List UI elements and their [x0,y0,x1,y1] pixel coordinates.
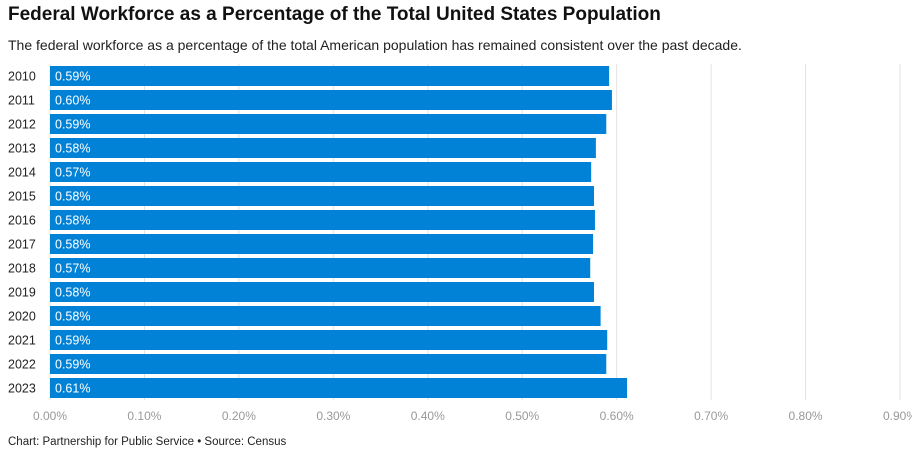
bar-2022 [50,354,607,374]
data-label: 0.59% [55,70,90,84]
data-label: 0.57% [55,262,90,276]
category-label: 2016 [8,214,36,228]
bar-2014 [50,162,592,182]
x-tick-labels: 0.00% 0.10% 0.20% 0.30% 0.40% 0.50% 0.60% 0.70%… [33,409,912,423]
data-label: 0.61% [55,382,90,396]
bar-2020 [50,306,601,326]
data-label: 0.57% [55,166,90,180]
x-tick-label: 0.40% [411,409,445,423]
category-labels: 2010 2011 2012 2013 2014 2015 2016 2017 2018 2019… [8,70,36,396]
bar-2018 [50,258,591,278]
x-tick-label: 0.10% [127,409,161,423]
bar-2011 [50,90,612,110]
chart-subtitle: The federal workforce as a percentage of… [8,37,742,53]
data-label: 0.59% [55,334,90,348]
category-label: 2017 [8,238,36,252]
bar-2012 [50,114,607,134]
data-label: 0.58% [55,142,90,156]
category-label: 2012 [8,118,36,132]
category-label: 2020 [8,310,36,324]
bar-2021 [50,330,608,350]
bar-2017 [50,234,594,254]
data-label: 0.58% [55,190,90,204]
data-label: 0.60% [55,94,90,108]
category-label: 2013 [8,142,36,156]
x-tick-label: 0.50% [505,409,539,423]
bar-2010 [50,66,610,86]
data-label: 0.58% [55,310,90,324]
bars: 0.59% 0.60% 0.59% 0.58% 0.57% 0.58% 0.58% 0.58%… [50,66,628,398]
data-label: 0.58% [55,214,90,228]
category-label: 2019 [8,286,36,300]
data-label: 0.58% [55,238,90,252]
chart-source-footer: Chart: Partnership for Public Service • … [8,436,287,448]
category-label: 2011 [8,94,35,108]
category-label: 2021 [8,334,36,348]
x-tick-label: 0.60% [600,409,634,423]
x-tick-label: 0.70% [694,409,728,423]
category-label: 2022 [8,358,36,372]
x-tick-label: 0.90% [883,409,912,423]
category-label: 2010 [8,70,36,84]
x-tick-label: 0.20% [222,409,256,423]
x-tick-label: 0.00% [33,409,67,423]
x-tick-label: 0.30% [316,409,350,423]
category-label: 2015 [8,190,36,204]
category-label: 2023 [8,382,36,396]
bar-2023 [50,378,628,398]
data-label: 0.59% [55,358,90,372]
data-label: 0.59% [55,118,90,132]
bar-chart: 0.59% 0.60% 0.59% 0.58% 0.57% 0.58% 0.58% 0.58%… [8,64,912,423]
x-tick-label: 0.80% [789,409,823,423]
chart-title: Federal Workforce as a Percentage of the… [8,4,661,25]
bar-2019 [50,282,594,302]
bar-2016 [50,210,595,230]
bar-2013 [50,138,596,158]
category-label: 2014 [8,166,36,180]
data-label: 0.58% [55,286,90,300]
bar-2015 [50,186,594,206]
category-label: 2018 [8,262,36,276]
